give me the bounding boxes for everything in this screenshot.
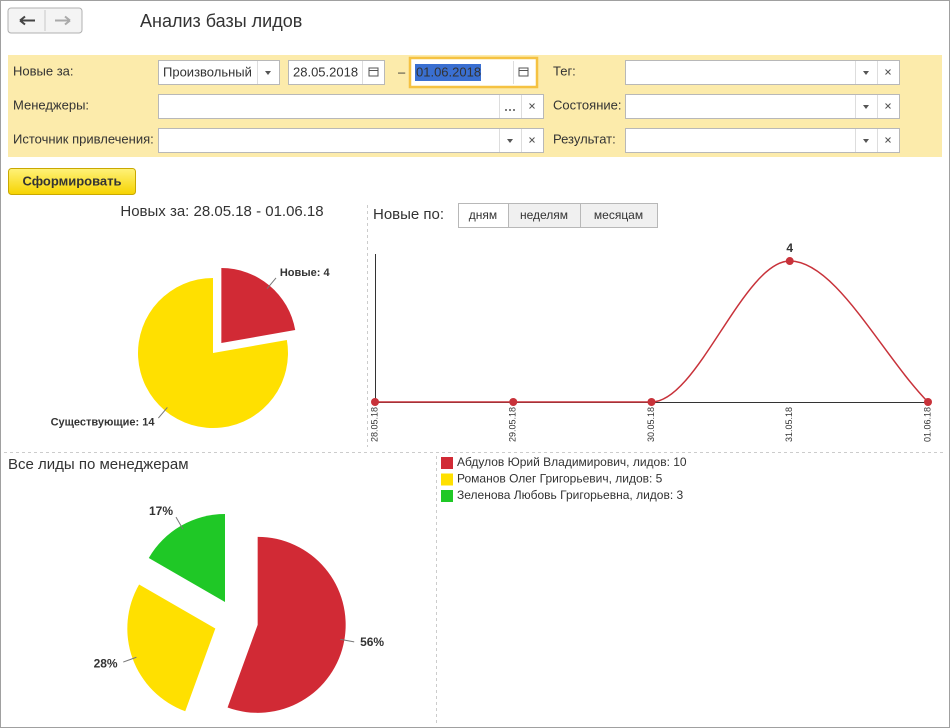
data-point [509,398,518,406]
x-tick-label: 31.05.18 [784,407,794,442]
field-label: Источник привлечения: [13,131,154,146]
result-field[interactable] [625,128,900,153]
field-label: Тег: [553,63,576,78]
pie-slice [227,536,346,713]
date-to[interactable]: 01.06.2018 [408,56,539,89]
page-title: Анализ базы лидов [140,11,302,31]
pie-slice [221,268,296,344]
leader-line [340,638,355,643]
field-label: Менеджеры: [13,97,89,112]
data-label: Существующие: 14 [51,417,156,429]
x-tick-label: 29.05.18 [508,407,518,442]
leader-line [123,656,137,663]
x-tick-label: 01.06.18 [922,407,932,442]
generate-button[interactable]: Сформировать [8,168,136,195]
x-tick-label: 28.05.18 [369,407,379,442]
period-button[interactable] [580,203,658,228]
data-label: 4 [786,241,793,255]
data-point [785,257,794,266]
line-series [375,260,929,403]
nav-buttons[interactable] [7,7,83,34]
date-value: 28.05.2018 [293,64,358,79]
managers-field[interactable] [158,94,544,119]
chart-title: Все лиды по менеджерам [8,456,189,473]
period-label: месяцам [594,208,643,222]
field-label: Состояние: [553,97,621,112]
leader-line [157,407,168,419]
field-label: Результат: [553,131,616,146]
period-button[interactable] [508,203,581,228]
x-tick-label: 30.05.18 [646,407,656,442]
pie-slice [148,513,225,602]
chart-title: Новых за: 28.05.18 - 01.06.18 [120,203,323,220]
pie-slice [138,278,288,428]
legend-swatch [441,490,453,502]
date-separator: – [398,64,406,79]
leader-line [175,516,184,530]
mode-select[interactable]: Произвольный [158,60,280,85]
data-label: 28% [94,656,118,670]
date-from[interactable]: 28.05.2018 [288,60,385,85]
leader-line [266,277,277,289]
tag-field[interactable] [625,60,900,85]
legend-swatch [441,457,453,469]
legend-entry: Зеленова Любовь Григорьевна, лидов: 3 [457,488,683,502]
legend-entry: Романов Олег Григорьевич, лидов: 5 [457,472,663,486]
period-label: дням [469,208,497,222]
source-field[interactable] [158,128,544,153]
legend-entry: Абдулов Юрий Владимирович, лидов: 10 [457,455,687,469]
pie-slice [127,584,216,712]
select-value: Произвольный [163,64,252,79]
button-label: Сформировать [22,173,121,188]
data-label: 56% [360,635,384,649]
state-field[interactable] [625,94,900,119]
data-label: Новые: 4 [280,267,331,279]
chart-title: Новые по: [373,206,444,223]
data-label: 17% [149,504,173,518]
data-point [371,398,379,406]
data-point [924,398,932,406]
field-label: Новые за: [13,63,74,78]
date-value: 01.06.2018 [416,64,481,79]
legend-swatch [441,473,453,486]
period-label: неделям [520,208,568,222]
data-point [647,398,656,406]
